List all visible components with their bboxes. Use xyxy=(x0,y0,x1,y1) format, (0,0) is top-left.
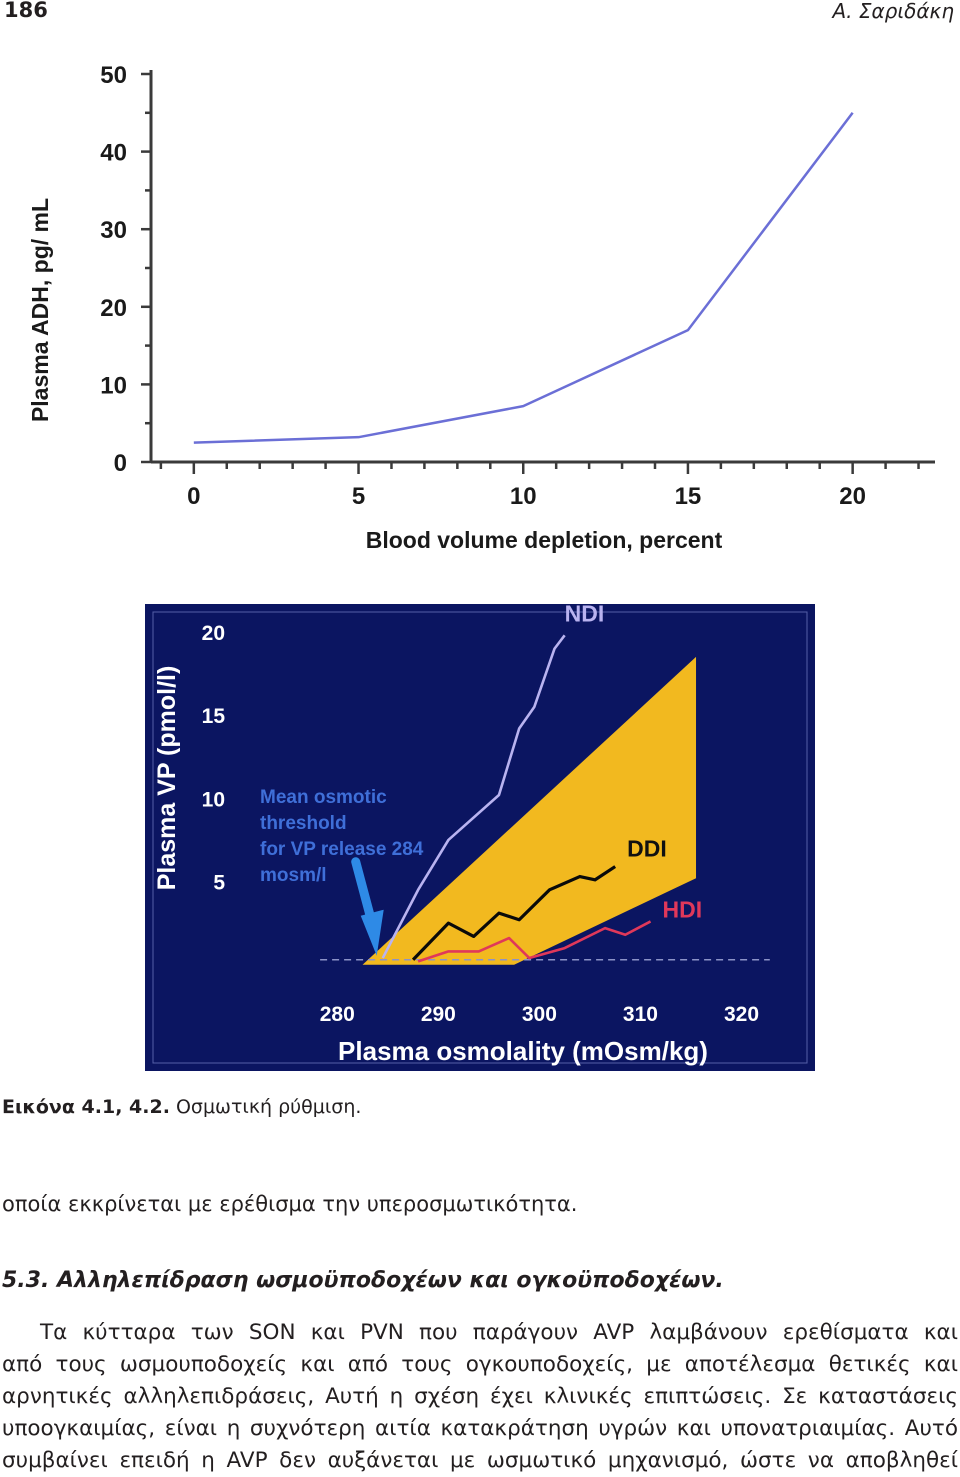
chart1-x-tick-label: 5 xyxy=(352,483,365,510)
series-label-ddi: DDI xyxy=(627,836,667,862)
paragraph-continuation: οποία εκκρίνεται με ερέθισμα την υπεροσμ… xyxy=(2,1192,578,1216)
caption-text: Οσμωτική ρύθμιση. xyxy=(169,1096,362,1118)
chart1-y-tick-label: 20 xyxy=(100,295,127,322)
chart2-y-tick-label: 5 xyxy=(213,872,225,895)
threshold-annotation-line: Mean osmotic xyxy=(260,787,387,808)
chart2-y-tick-label: 10 xyxy=(202,788,225,811)
chart1-ylabel: Plasma ADH, pg/ mL xyxy=(27,198,53,422)
chart1-y-tick-label: 10 xyxy=(100,372,127,399)
series-line-ddi xyxy=(411,865,617,961)
chart2-x-tick-label: 290 xyxy=(421,1003,456,1026)
chart2-y-tick-label: 15 xyxy=(202,705,226,728)
body-line: από τους ωσμουποδοχείς και από τους ογκο… xyxy=(2,1352,958,1377)
threshold-annotation-line: for VP release 284 xyxy=(260,839,424,860)
chart2-x-tick-label: 320 xyxy=(724,1003,759,1026)
vp-osmolality-chart: 5 10 15 20 280 290 300 310 320 NDI DDI HDI Mean os… xyxy=(145,604,815,1071)
series-label-hdi: HDI xyxy=(663,896,703,922)
chart1-x-tick-label: 15 xyxy=(675,483,702,510)
chart1-x-tick-label: 0 xyxy=(187,483,200,510)
adh-blood-volume-chart: 0 10 20 30 40 50 0 5 10 15 20 Plasma ADH, pg/ mL B… xyxy=(27,62,935,553)
chart1-y-tick-label: 0 xyxy=(114,450,127,477)
chart2-inner-frame xyxy=(152,611,808,1064)
chart2-ylabel: Plasma VP (pmol/l) xyxy=(153,666,181,891)
chart1-xlabel: Blood volume depletion, percent xyxy=(366,527,723,553)
chart2-xlabel: Plasma osmolality (mOsm/kg) xyxy=(338,1036,708,1066)
body-line: αρνητικές αλληλεπιδράσεις, Αυτή η σχέση … xyxy=(2,1384,958,1409)
chart2-x-tick-label: 300 xyxy=(522,1003,557,1026)
chart2-y-tick-label: 20 xyxy=(202,622,225,645)
chart2-background xyxy=(145,604,815,1071)
threshold-arrow-shaft xyxy=(351,857,377,927)
chart1-x-tick-label: 10 xyxy=(510,483,537,510)
chart1-x-tick-label: 20 xyxy=(839,483,866,510)
threshold-annotation-line: mosm/l xyxy=(260,865,327,886)
page-number: 186 xyxy=(4,0,48,22)
series-line-ndi xyxy=(381,634,566,959)
chart1-y-tick-label: 40 xyxy=(100,140,127,167)
threshold-arrow-head xyxy=(360,909,384,956)
caption-label: Εικόνα 4.1, 4.2. xyxy=(2,1096,170,1118)
chart2-x-tick-label: 310 xyxy=(623,1003,658,1026)
running-head: Α. Σαριδάκη xyxy=(832,0,954,23)
body-line: συμβαίνει επειδή η AVP δεν αυξάνεται με … xyxy=(2,1448,958,1473)
series-label-ndi: NDI xyxy=(565,604,605,626)
figure-caption: Εικόνα 4.1, 4.2. Οσμωτική ρύθμιση. xyxy=(2,1096,361,1118)
series-line-hdi xyxy=(417,920,652,963)
section-heading: 5.3. Αλληλεπίδραση ωσμοϋποδοχέων και ογκ… xyxy=(2,1268,724,1293)
body-paragraph: Τα κύτταρα των SON και PVN που παράγουν … xyxy=(2,1317,958,1477)
chart1-series-line xyxy=(193,112,854,444)
body-line: Τα κύτταρα των SON και PVN που παράγουν … xyxy=(40,1320,958,1345)
chart2-x-tick-label: 280 xyxy=(320,1003,355,1026)
body-line: υποογκαιμίας, είναι η συχνότερη αιτία κα… xyxy=(2,1416,958,1441)
normal-range-band xyxy=(362,656,697,965)
chart1-y-tick-label: 30 xyxy=(100,217,127,244)
chart1-y-tick-label: 50 xyxy=(100,62,127,89)
threshold-annotation-line: threshold xyxy=(260,813,347,834)
